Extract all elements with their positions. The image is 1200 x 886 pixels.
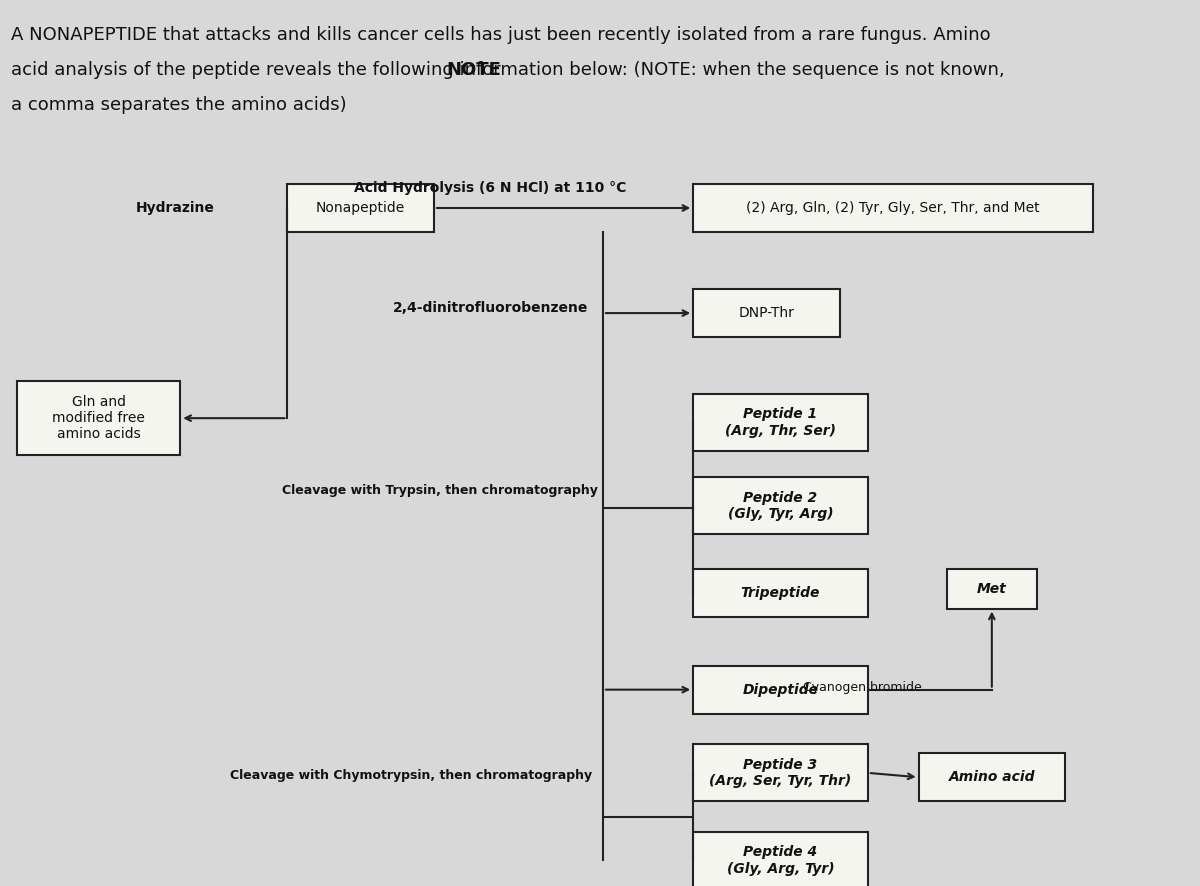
FancyBboxPatch shape [694, 665, 868, 714]
Text: acid analysis of the peptide reveals the following information below: (NOTE: whe: acid analysis of the peptide reveals the… [11, 61, 1004, 80]
Text: Nonapeptide: Nonapeptide [316, 201, 406, 215]
Text: (2) Arg, Gln, (2) Tyr, Gly, Ser, Thr, and Met: (2) Arg, Gln, (2) Tyr, Gly, Ser, Thr, an… [746, 201, 1040, 215]
FancyBboxPatch shape [694, 744, 868, 801]
Text: Peptide 3
(Arg, Ser, Tyr, Thr): Peptide 3 (Arg, Ser, Tyr, Thr) [709, 758, 852, 788]
FancyBboxPatch shape [694, 832, 868, 886]
Text: Cleavage with Chymotrypsin, then chromatography: Cleavage with Chymotrypsin, then chromat… [230, 768, 593, 781]
Text: Cleavage with Trypsin, then chromatography: Cleavage with Trypsin, then chromatograp… [282, 484, 598, 497]
FancyBboxPatch shape [694, 569, 868, 618]
Text: Hydrazine: Hydrazine [136, 201, 214, 215]
Text: DNP-Thr: DNP-Thr [738, 306, 794, 320]
FancyBboxPatch shape [694, 394, 868, 451]
FancyBboxPatch shape [288, 184, 434, 232]
FancyBboxPatch shape [17, 381, 180, 455]
FancyBboxPatch shape [694, 184, 1093, 232]
FancyBboxPatch shape [918, 753, 1066, 801]
Text: Cyanogen bromide: Cyanogen bromide [803, 681, 922, 694]
FancyBboxPatch shape [947, 569, 1037, 609]
Text: Peptide 1
(Arg, Thr, Ser): Peptide 1 (Arg, Thr, Ser) [725, 408, 836, 438]
Text: Peptide 4
(Gly, Arg, Tyr): Peptide 4 (Gly, Arg, Tyr) [727, 845, 834, 875]
Text: Amino acid: Amino acid [948, 770, 1036, 784]
Text: A NONAPEPTIDE that attacks and kills cancer cells has just been recently isolate: A NONAPEPTIDE that attacks and kills can… [11, 27, 991, 44]
Text: a comma separates the amino acids): a comma separates the amino acids) [11, 97, 347, 114]
Text: Peptide 2
(Gly, Tyr, Arg): Peptide 2 (Gly, Tyr, Arg) [727, 491, 833, 521]
Text: 2,4-dinitrofluorobenzene: 2,4-dinitrofluorobenzene [392, 301, 588, 315]
FancyBboxPatch shape [694, 289, 840, 338]
Text: Tripeptide: Tripeptide [740, 587, 820, 601]
Text: Met: Met [977, 582, 1007, 596]
Text: Gln and
modified free
amino acids: Gln and modified free amino acids [52, 395, 145, 441]
Text: NOTE: NOTE [446, 61, 502, 80]
Text: Acid Hydrolysis (6 N HCl) at 110 °C: Acid Hydrolysis (6 N HCl) at 110 °C [354, 182, 626, 195]
FancyBboxPatch shape [694, 478, 868, 534]
Text: Dipeptide: Dipeptide [743, 683, 818, 696]
